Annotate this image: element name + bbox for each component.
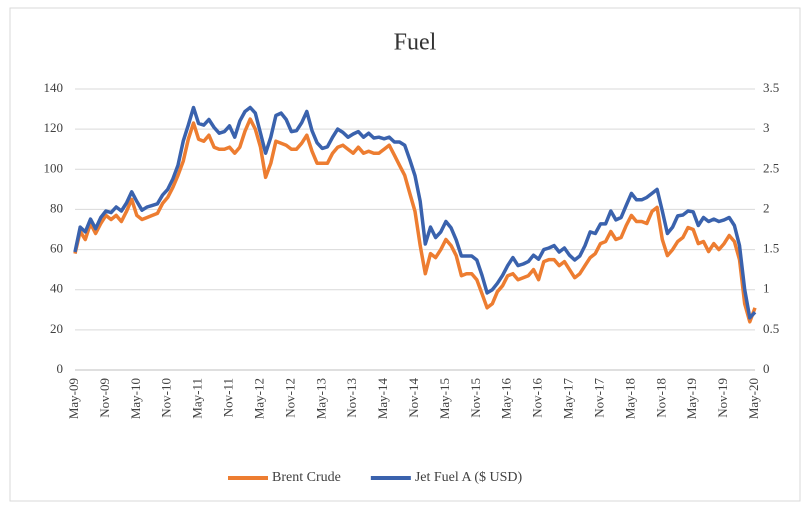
- x-tick-label: May-14: [375, 378, 390, 420]
- x-tick-label: May-17: [561, 378, 576, 420]
- y2-tick-label: 3: [763, 120, 770, 135]
- x-tick-label: Nov-10: [159, 378, 174, 418]
- x-tick-label: Nov-11: [221, 378, 236, 417]
- x-tick-label: May-13: [313, 378, 328, 419]
- x-tick-label: May-15: [437, 378, 452, 419]
- x-tick-label: May-16: [499, 378, 514, 420]
- x-tick-label: Nov-14: [406, 378, 421, 418]
- x-tick-label: May-09: [66, 378, 81, 419]
- series-line: [73, 117, 757, 324]
- x-tick-label: Nov-15: [468, 378, 483, 418]
- x-tick-label: May-12: [251, 378, 266, 419]
- y-tick-label: 80: [50, 200, 63, 215]
- y-tick-label: 100: [44, 160, 64, 175]
- y2-tick-label: 0.5: [763, 321, 779, 336]
- y-tick-label: 40: [50, 281, 63, 296]
- x-tick-label: Nov-16: [530, 378, 545, 418]
- x-tick-label: Nov-13: [344, 378, 359, 418]
- x-tick-label: Nov-18: [653, 378, 668, 418]
- y2-tick-label: 3.5: [763, 80, 779, 95]
- legend-label: Brent Crude: [272, 470, 341, 485]
- x-tick-label: May-19: [684, 378, 699, 419]
- x-tick-label: Nov-17: [591, 378, 606, 418]
- y-tick-label: 140: [44, 80, 64, 95]
- y2-tick-label: 1.5: [763, 241, 779, 256]
- chart-frame: [9, 7, 801, 502]
- x-tick-label: Nov-09: [97, 378, 112, 418]
- y-tick-label: 0: [57, 361, 64, 376]
- y2-tick-label: 0: [763, 361, 770, 376]
- x-tick-label: May-10: [128, 378, 143, 419]
- y-tick-label: 60: [50, 241, 63, 256]
- x-tick-label: May-11: [190, 378, 205, 419]
- x-tick-label: May-18: [622, 378, 637, 419]
- y-tick-label: 20: [50, 321, 63, 336]
- y2-tick-label: 2.5: [763, 160, 779, 175]
- x-tick-label: Nov-12: [282, 378, 297, 418]
- y-tick-label: 120: [44, 120, 64, 135]
- y2-tick-label: 1: [763, 281, 770, 296]
- x-tick-label: Nov-19: [715, 378, 730, 418]
- y2-tick-label: 2: [763, 200, 770, 215]
- series-line: [73, 105, 757, 320]
- x-tick-label: May-20: [746, 378, 761, 419]
- chart-title: Fuel: [394, 30, 437, 56]
- legend-label: Jet Fuel A ($ USD): [415, 470, 523, 485]
